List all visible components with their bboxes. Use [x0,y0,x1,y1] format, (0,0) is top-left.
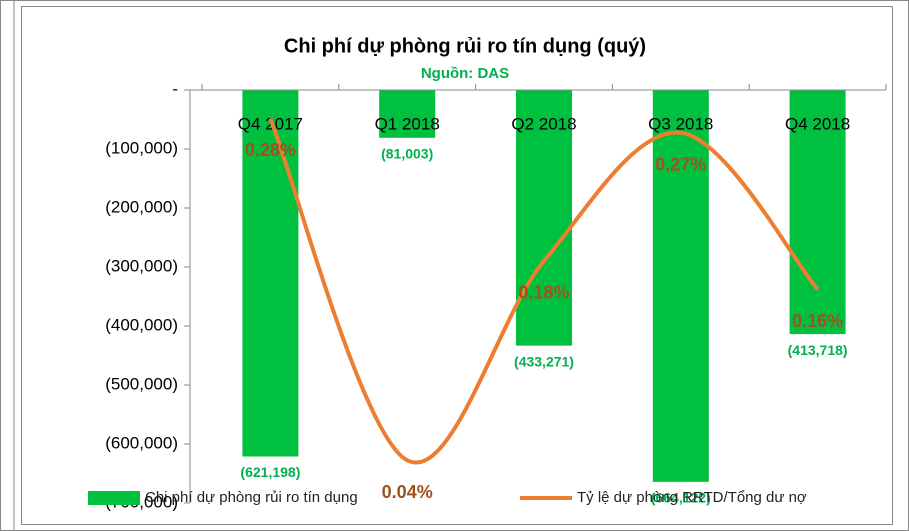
legend-label: Chi phí dự phòng rủi ro tín dụng [145,489,358,506]
chart-subtitle: Nguồn: DAS [421,65,509,82]
y-tick-label: (300,000) [105,256,178,275]
x-tick-label: Q1 2018 [375,114,440,133]
legend-label: Tỷ lệ dự phòng RRTD/Tổng dư nợ [577,489,807,506]
chart-frame [21,6,893,525]
line-value-label: 0.27% [655,154,706,174]
bar [652,90,709,482]
line-value-label: 0.18% [518,283,569,303]
bar-value-label: (664,122) [651,490,711,506]
y-tick-label: (100,000) [105,138,178,157]
y-tick-label: (500,000) [105,374,178,393]
bar-value-label: (81,003) [381,145,433,161]
y-tick-label: (200,000) [105,197,178,216]
y-tick-label: (400,000) [105,315,178,334]
line-value-label: 0.16% [792,311,843,331]
x-tick-label: Q2 2018 [511,114,576,133]
bar-value-label: (413,718) [788,342,848,358]
bar [789,90,846,335]
legend-swatch [88,491,140,505]
bar [516,90,572,346]
line-value-label: 0.28% [245,140,296,160]
line-series [268,117,820,465]
y-tick-label: - [172,79,178,98]
chart-title: Chi phí dự phòng rủi ro tín dụng (quý) [284,35,646,57]
bar-value-label: (433,271) [514,353,574,369]
y-tick-label: (600,000) [105,433,178,452]
x-tick-label: Q4 2018 [785,114,850,133]
x-tick-label: Q3 2018 [648,114,713,133]
bar [242,90,299,457]
bar-value-label: (621,198) [240,464,300,480]
line-value-label: 0.04% [382,482,433,502]
bar [379,90,436,138]
